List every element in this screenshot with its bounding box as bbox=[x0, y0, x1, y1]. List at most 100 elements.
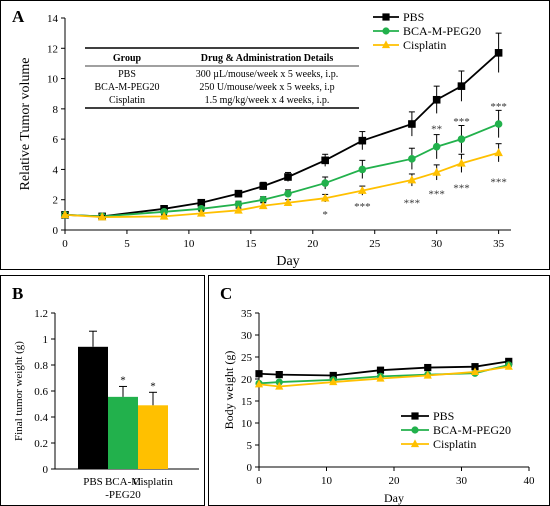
chart-c: 0 5 10 15 20 25 30 35 0 10 20 30 40 Day Body weight (g… bbox=[222, 308, 536, 505]
legend-label-2: Cisplatin bbox=[403, 38, 446, 52]
x-tick-label: 10 bbox=[321, 475, 333, 487]
y-tick-label: 35 bbox=[241, 308, 253, 320]
data-point-0 bbox=[471, 363, 479, 371]
y-tick-label: 20 bbox=[241, 374, 253, 386]
x-tick-label: 35 bbox=[493, 238, 505, 250]
y-axis-label: Final tumor weight (g) bbox=[13, 341, 25, 441]
x-tick-label: 5 bbox=[124, 238, 130, 250]
legend-marker-0 bbox=[382, 13, 390, 21]
y-tick-label: 4 bbox=[53, 164, 59, 176]
x-axis-label: Day bbox=[384, 491, 404, 505]
data-point-0 bbox=[234, 189, 243, 198]
significance-mark: *** bbox=[404, 198, 421, 210]
data-point-0 bbox=[259, 182, 268, 190]
significance-mark: *** bbox=[490, 101, 507, 113]
table-cell: 1.5 mg/kg/week x 4 weeks, i.p. bbox=[205, 95, 330, 106]
y-axis-label: Body weight (g) bbox=[222, 351, 236, 430]
bar-2 bbox=[138, 405, 168, 469]
x-tick-label: 40 bbox=[524, 475, 536, 487]
data-point-0 bbox=[197, 198, 206, 207]
data-point-2 bbox=[376, 373, 385, 382]
legend-label-1: BCA-M-PEG20 bbox=[403, 24, 481, 38]
x-tick-label: 25 bbox=[369, 238, 381, 250]
data-point-0 bbox=[275, 371, 283, 379]
table-cell: PBS bbox=[118, 69, 136, 80]
bar-1 bbox=[108, 396, 138, 469]
table-cell: 250 U/mouse/week x 5 weeks, i.p bbox=[199, 82, 334, 93]
data-point-0 bbox=[408, 120, 416, 128]
table-header: Drug & Administration Details bbox=[201, 53, 334, 64]
legend-marker-1 bbox=[382, 27, 390, 35]
data-point-0 bbox=[424, 363, 432, 372]
y-tick-label: 0 bbox=[43, 464, 49, 476]
data-point-0 bbox=[284, 173, 292, 181]
y-tick-label: 1 bbox=[43, 334, 49, 346]
panel-b-label: B bbox=[12, 284, 24, 303]
x-tick-label: 30 bbox=[431, 238, 443, 250]
legend-marker-2 bbox=[410, 439, 420, 448]
data-point-2 bbox=[258, 200, 268, 210]
data-point-1 bbox=[284, 189, 292, 198]
category-label: BCA-M bbox=[105, 476, 141, 488]
y-tick-label: 10 bbox=[241, 418, 253, 430]
data-point-1 bbox=[494, 120, 503, 128]
data-point-2 bbox=[470, 367, 480, 376]
y-tick-label: 0.8 bbox=[34, 360, 48, 372]
data-point-1 bbox=[259, 195, 268, 204]
panel-a: 0 2 4 6 8 10 12 14 0 5 10 15 20 25 30 35 Day Relative Tum… bbox=[0, 0, 550, 270]
significance-mark: * bbox=[120, 374, 126, 386]
data-point-0 bbox=[376, 366, 385, 374]
data-point-2 bbox=[329, 377, 338, 386]
data-point-2 bbox=[494, 147, 503, 157]
significance-mark: *** bbox=[428, 189, 445, 201]
y-tick-label: 0.6 bbox=[34, 386, 48, 398]
data-point-2 bbox=[457, 158, 466, 167]
y-tick-label: 10 bbox=[47, 74, 59, 86]
y-tick-label: 0.4 bbox=[34, 412, 48, 424]
data-point-2 bbox=[254, 379, 264, 388]
legend-label-0: PBS bbox=[403, 10, 424, 24]
data-point-0 bbox=[494, 49, 503, 57]
data-point-1 bbox=[408, 155, 416, 163]
data-point-1 bbox=[358, 165, 367, 174]
legend-label-2: Cisplatin bbox=[433, 437, 476, 451]
significance-mark: *** bbox=[453, 183, 470, 195]
y-tick-label: 0 bbox=[247, 462, 253, 474]
data-point-2 bbox=[423, 370, 432, 379]
table-cell: 300 µL/mouse/week x 5 weeks, i.p. bbox=[196, 69, 338, 80]
data-point-1 bbox=[432, 142, 441, 151]
data-point-2 bbox=[504, 362, 513, 370]
significance-mark: *** bbox=[490, 177, 507, 189]
data-point-2 bbox=[320, 193, 330, 202]
series-line-1 bbox=[64, 123, 499, 218]
data-point-2 bbox=[358, 185, 367, 194]
x-tick-label: 10 bbox=[183, 238, 195, 250]
significance-mark: *** bbox=[354, 201, 371, 213]
data-point-2 bbox=[283, 197, 293, 207]
panel-b: 0 0.2 0.4 0.6 0.8 1 1.2 Final tumor weight (g) P… bbox=[0, 275, 205, 506]
y-tick-label: 30 bbox=[241, 330, 253, 342]
y-tick-label: 15 bbox=[241, 396, 253, 408]
data-point-2 bbox=[196, 208, 206, 217]
x-tick-label: 0 bbox=[256, 475, 262, 487]
legend-marker-0 bbox=[411, 412, 419, 420]
data-point-1 bbox=[321, 179, 329, 187]
table-cell: Cisplatin bbox=[109, 95, 145, 106]
panel-c-label: C bbox=[220, 284, 233, 303]
data-point-2 bbox=[97, 212, 107, 221]
category-label: Cisplatin bbox=[133, 476, 173, 488]
category-label: -PEG20 bbox=[105, 489, 141, 501]
table-header: Group bbox=[113, 53, 142, 64]
y-axis-label: Relative Tumor volume bbox=[18, 58, 33, 191]
significance-mark: *** bbox=[453, 116, 470, 128]
x-tick-label: 30 bbox=[456, 475, 468, 487]
data-point-0 bbox=[321, 156, 329, 165]
data-point-0 bbox=[432, 95, 441, 104]
y-tick-label: 12 bbox=[47, 43, 58, 55]
x-tick-label: 0 bbox=[62, 238, 68, 250]
y-tick-label: 2 bbox=[53, 195, 59, 207]
significance-mark: * bbox=[322, 209, 328, 221]
x-axis-label: Day bbox=[276, 254, 299, 269]
data-point-2 bbox=[234, 205, 243, 214]
data-point-0 bbox=[329, 371, 337, 380]
